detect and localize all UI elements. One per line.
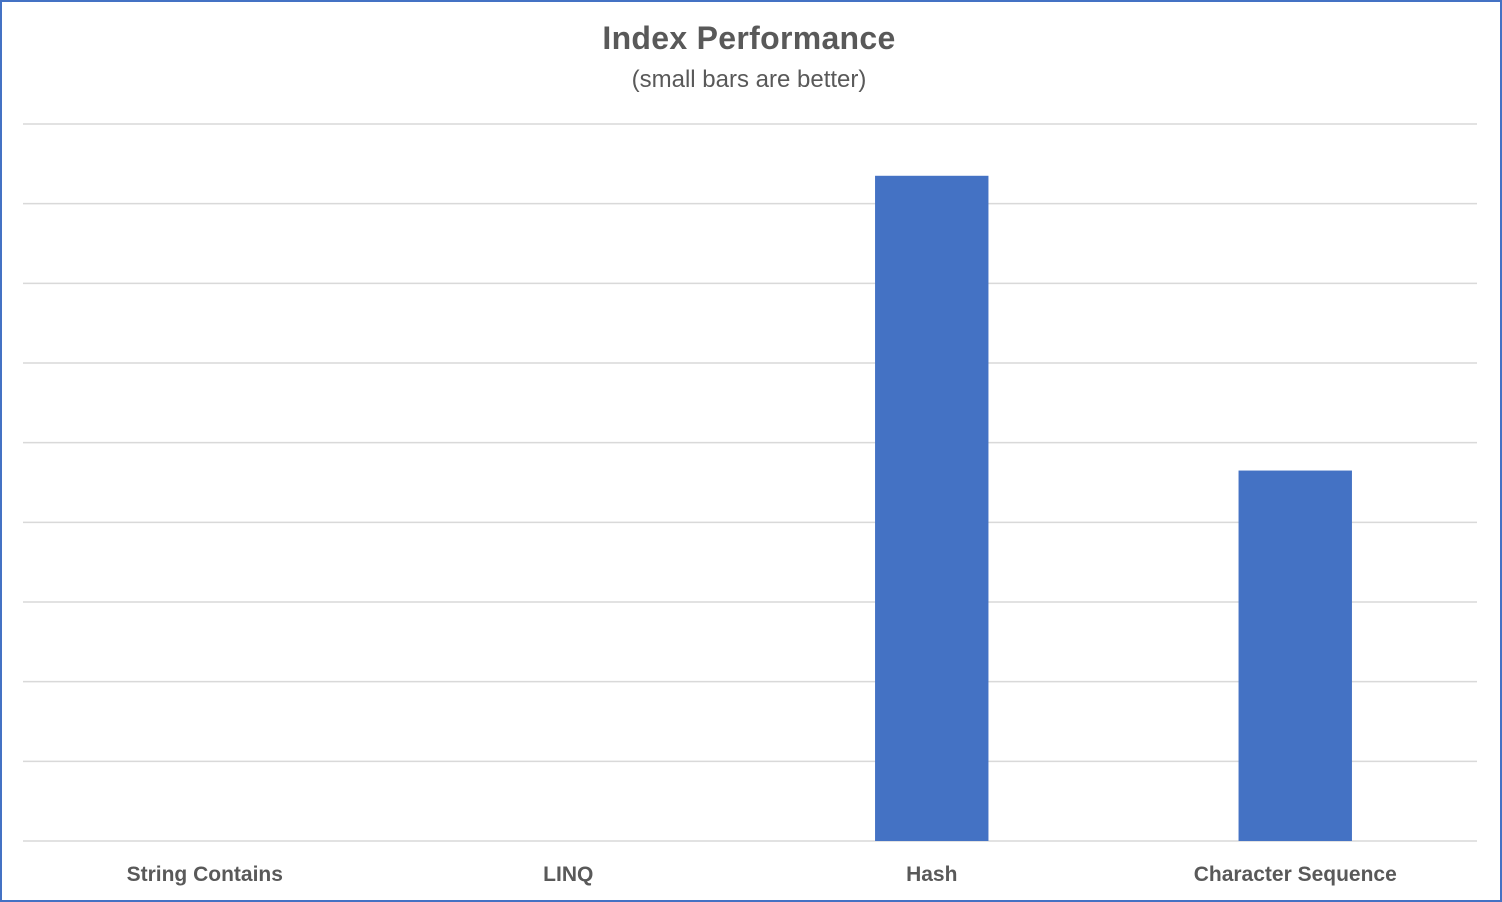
gridlines [23,123,1477,842]
x-tick-label: Character Sequence [1194,863,1397,886]
x-tick-label: String Contains [127,863,283,886]
chart-subtitle: (small bars are better) [631,66,867,93]
bar-character-sequence [1238,470,1352,841]
x-axis-tick-labels: String Contains LINQ Hash Character Sequenc… [127,863,1397,886]
x-tick-label: LINQ [543,863,593,886]
x-tick-label: Hash [906,863,957,886]
bar-hash [875,175,989,842]
chart-title: Index Performance [602,20,896,56]
bars [875,175,1352,842]
